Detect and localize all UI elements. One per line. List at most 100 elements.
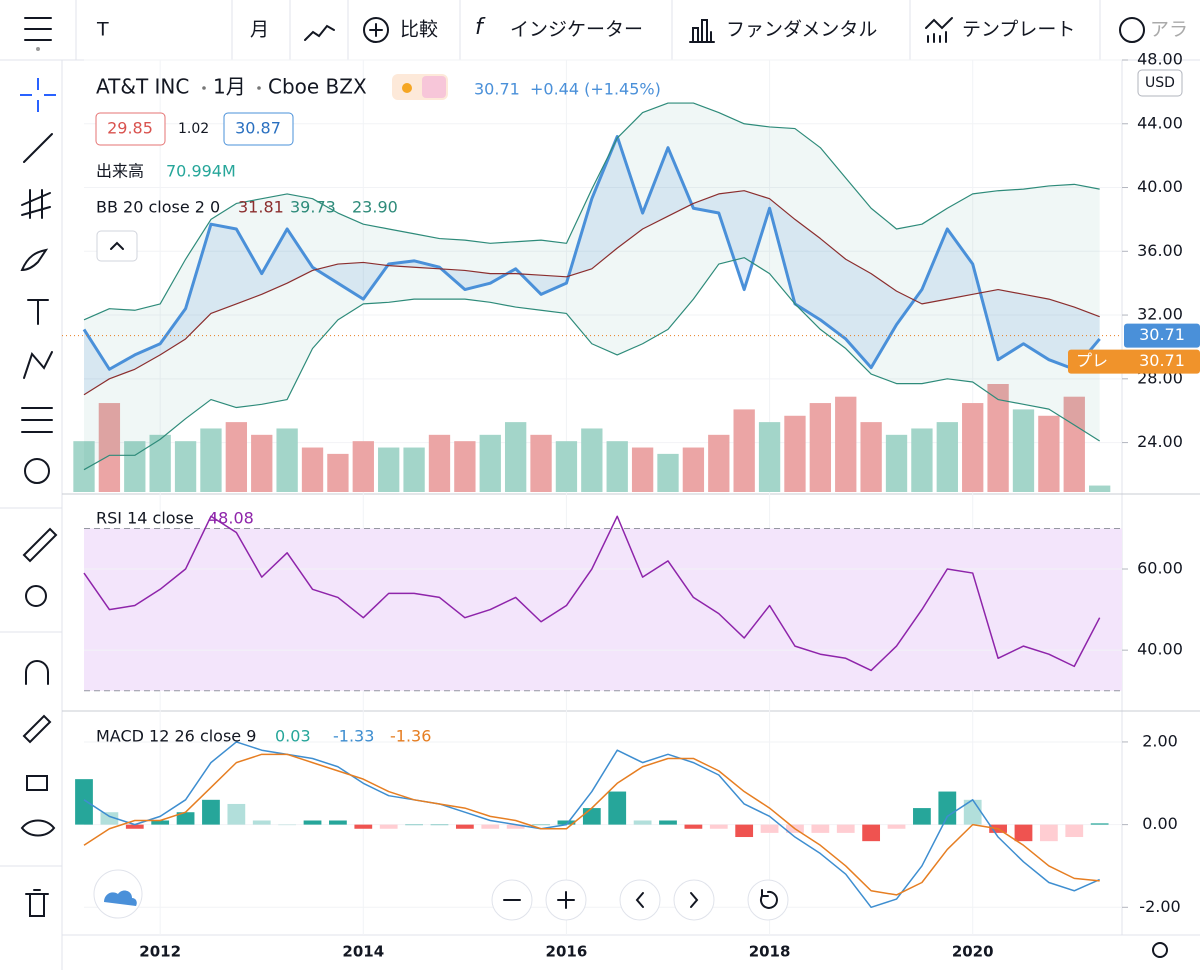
bb-label: BB 20 close 2 0 — [96, 198, 220, 217]
rsi-line — [83, 515, 1101, 672]
pre-market-tag — [1068, 349, 1200, 374]
macd-histogram — [913, 808, 931, 825]
volume-bar — [809, 403, 832, 492]
volume-bar — [428, 434, 451, 492]
trend-line-tool[interactable] — [23, 133, 53, 163]
left-icon — [635, 892, 644, 908]
legend: AT&T INC 1月 Cboe BZX 30.71 +0.44 (+1.45%… — [95, 74, 661, 746]
visibility-tool[interactable] — [20, 819, 56, 837]
bid[interactable]: 29.85 — [107, 119, 153, 138]
lock-tool[interactable] — [26, 775, 48, 791]
bid-box[interactable] — [95, 112, 166, 146]
scroll-right-button[interactable] — [673, 879, 715, 921]
currency-box — [1137, 69, 1183, 97]
macd-histogram — [1039, 824, 1058, 842]
brush-tool[interactable] — [20, 248, 49, 272]
volume-bar — [352, 441, 374, 492]
bb-lower — [83, 257, 1100, 471]
macd-histogram — [506, 824, 525, 829]
macd-histogram — [938, 791, 957, 825]
plot — [62, 59, 1128, 935]
sun-icon — [402, 83, 412, 93]
x-tick-label: 2012 — [139, 943, 181, 961]
market-badge — [422, 76, 446, 98]
y-tick-label: 48.00 — [1137, 50, 1183, 69]
interval[interactable]: 月 — [250, 19, 269, 41]
price-change: +0.44 (+1.45%) — [530, 80, 661, 99]
volume-bar — [936, 422, 958, 492]
macd-histogram — [684, 824, 703, 829]
macd-histogram — [760, 824, 779, 833]
macd-histogram — [252, 820, 271, 825]
volume-bar — [276, 428, 298, 492]
volume-bar — [251, 434, 273, 492]
signal-line — [83, 753, 1100, 896]
macd-histogram — [227, 803, 246, 825]
fx-icon: f — [475, 15, 486, 40]
macd-value: -1.33 — [333, 727, 374, 746]
alert[interactable]: アラ — [1150, 19, 1188, 41]
indicators[interactable]: インジケーター — [510, 19, 643, 41]
macd-histogram — [735, 824, 754, 838]
macd-histogram — [100, 812, 119, 825]
settings-button[interactable] — [1152, 942, 1168, 958]
price-line — [82, 135, 1101, 371]
templates[interactable]: テンプレート — [962, 19, 1075, 41]
volume-bar — [911, 428, 933, 492]
macd-histogram — [405, 824, 423, 826]
bb-middle-value: 31.81 — [238, 198, 284, 217]
bb-fill — [84, 103, 1100, 470]
volume-bar — [1088, 485, 1111, 492]
compare[interactable]: 比較 — [400, 19, 438, 41]
crosshair-tool[interactable] — [20, 78, 56, 112]
scroll-left-button[interactable] — [619, 879, 661, 921]
volume-bar — [581, 428, 603, 492]
volume-bar — [1063, 396, 1085, 492]
volume-bar — [479, 434, 501, 492]
magnet-tool[interactable] — [25, 660, 49, 685]
y-tick-label: 40.00 — [1137, 640, 1183, 659]
legend-interval: 1月 — [213, 75, 246, 99]
chart-type-button[interactable] — [304, 24, 335, 41]
macd-histogram — [379, 824, 398, 829]
volume-label: 出来高 — [96, 162, 144, 181]
compare-button[interactable] — [363, 17, 389, 43]
x-tick-label: 2014 — [342, 943, 384, 961]
menu-button[interactable] — [24, 17, 52, 51]
volume-bar — [124, 441, 146, 492]
ask-box[interactable] — [223, 112, 294, 146]
volume-bar — [327, 453, 349, 492]
prediction-tool[interactable] — [21, 407, 53, 433]
symbol[interactable]: T — [96, 19, 109, 41]
macd-histogram — [709, 824, 728, 829]
volume-bar — [682, 447, 705, 492]
chart-controls — [93, 869, 1168, 958]
bb-middle — [83, 190, 1100, 396]
x-tick-label: 2018 — [749, 943, 791, 961]
pattern-tool[interactable] — [23, 351, 53, 379]
ruler-tool[interactable] — [22, 527, 58, 563]
macd-line — [83, 741, 1100, 909]
fundamentals[interactable]: ファンダメンタル — [726, 19, 877, 41]
text-tool[interactable] — [27, 299, 49, 325]
y-tick-label: 0.00 — [1142, 814, 1178, 833]
ask[interactable]: 30.87 — [235, 119, 281, 138]
zoom-tool[interactable] — [25, 585, 47, 607]
lock-draw-tool[interactable] — [22, 714, 52, 744]
rsi-label: RSI 14 close — [96, 509, 194, 528]
reset-button[interactable] — [747, 879, 789, 921]
macd-histogram — [303, 820, 322, 825]
macd-histogram — [1065, 824, 1084, 838]
price-fill — [84, 136, 1100, 395]
delete-tool[interactable] — [25, 889, 49, 917]
collapse-button[interactable] — [96, 230, 138, 262]
macd-histogram — [278, 824, 297, 826]
dot — [202, 86, 206, 90]
volume-bar — [860, 422, 882, 492]
pitchfork-tool[interactable] — [21, 189, 51, 219]
icon-tool[interactable] — [24, 458, 50, 484]
volume-value: 70.994M — [166, 162, 236, 181]
volume-bar — [962, 403, 984, 492]
macd-histogram — [862, 824, 881, 842]
volume-bar — [987, 384, 1009, 492]
